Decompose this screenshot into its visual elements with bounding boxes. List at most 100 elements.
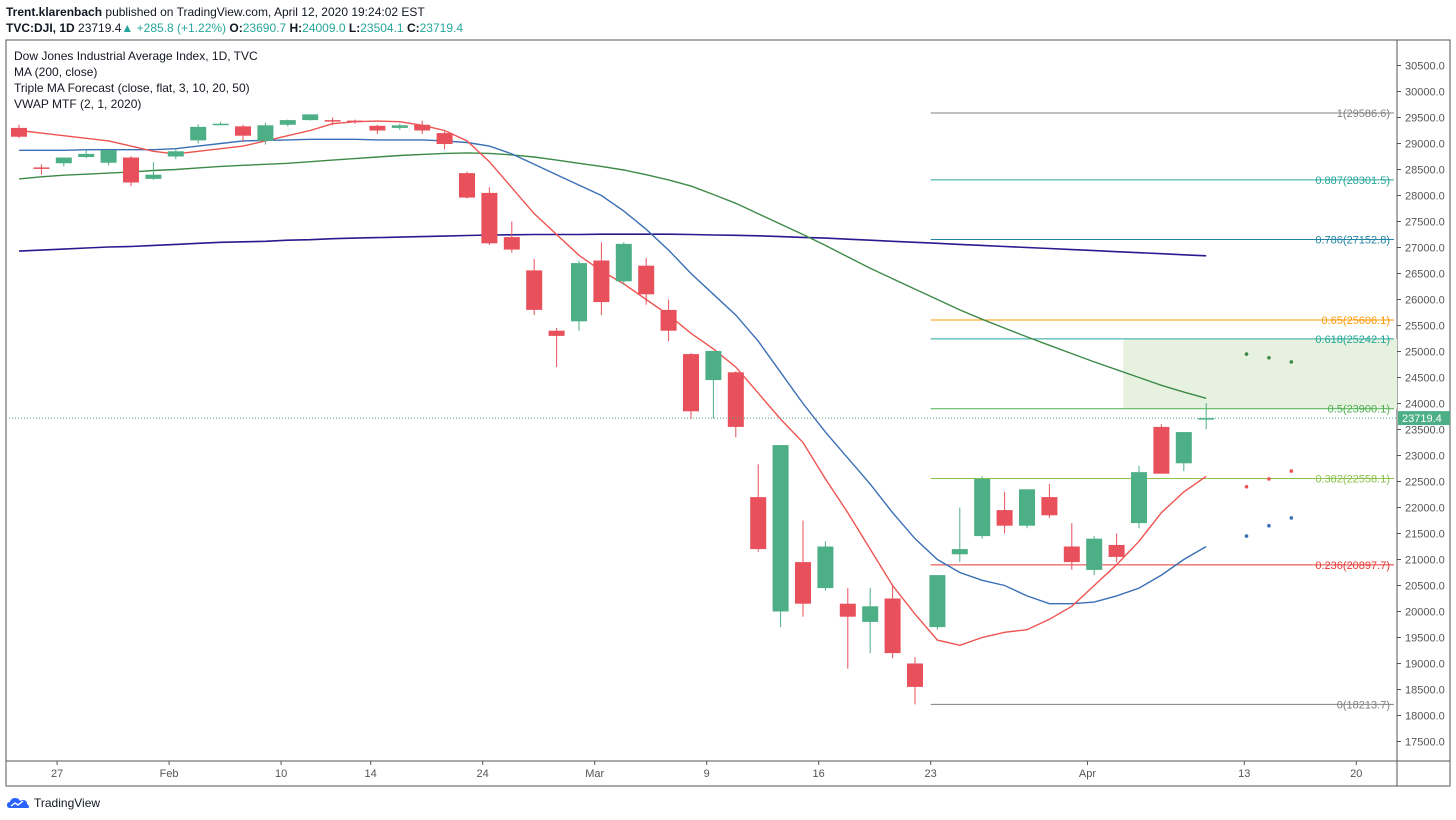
last-price-tag[interactable] bbox=[1398, 411, 1450, 426]
y-tick-label: 24000.0 bbox=[1405, 399, 1445, 411]
tradingview-footer[interactable]: TradingView bbox=[6, 794, 100, 812]
candle-body[interactable] bbox=[414, 124, 431, 131]
candle-body[interactable] bbox=[78, 153, 95, 158]
candle-body[interactable] bbox=[526, 270, 543, 310]
candle-body[interactable] bbox=[727, 372, 744, 427]
candle-body[interactable] bbox=[1041, 497, 1058, 516]
candle-body[interactable] bbox=[123, 157, 139, 183]
candle-body[interactable] bbox=[884, 598, 901, 654]
indicator-ma200[interactable]: MA (200, close) bbox=[14, 65, 97, 79]
y-tick-label: 27500.0 bbox=[1405, 217, 1445, 229]
candle-body[interactable] bbox=[257, 125, 274, 141]
close-value: 23719.4 bbox=[419, 21, 464, 35]
candle-body[interactable] bbox=[817, 546, 834, 589]
candle-body[interactable] bbox=[571, 263, 587, 322]
y-tick-label: 21000.0 bbox=[1405, 555, 1445, 567]
candle-body[interactable] bbox=[481, 192, 498, 244]
candle-body[interactable] bbox=[951, 549, 968, 555]
ma-fast-line[interactable] bbox=[18, 120, 1207, 647]
candle-body[interactable] bbox=[369, 125, 386, 131]
x-tick-label: Mar bbox=[585, 768, 604, 780]
candle-body[interactable] bbox=[235, 126, 251, 136]
candle-body[interactable] bbox=[100, 150, 117, 163]
forecast-dot bbox=[1289, 516, 1294, 520]
candle-body[interactable] bbox=[324, 120, 341, 122]
y-tick-label: 22500.0 bbox=[1405, 477, 1445, 489]
candle-body[interactable] bbox=[436, 133, 453, 145]
candle-body[interactable] bbox=[503, 237, 520, 250]
candle-body[interactable] bbox=[907, 663, 923, 687]
candle-body[interactable] bbox=[974, 478, 991, 537]
y-tick-label: 30500.0 bbox=[1405, 61, 1445, 73]
forecast-dot bbox=[1289, 360, 1294, 364]
x-tick-label: 13 bbox=[1238, 768, 1250, 780]
candle-body[interactable] bbox=[1019, 489, 1035, 526]
candle-body[interactable] bbox=[391, 125, 408, 128]
y-tick-label: 26500.0 bbox=[1405, 269, 1445, 281]
x-tick-label: 14 bbox=[365, 768, 377, 780]
candle-body[interactable] bbox=[212, 123, 229, 126]
ma-mid-line[interactable] bbox=[19, 138, 1207, 605]
candle-body[interactable] bbox=[190, 126, 207, 141]
x-tick-label: 20 bbox=[1350, 768, 1362, 780]
candle-body[interactable] bbox=[615, 243, 632, 282]
candle-body[interactable] bbox=[11, 127, 27, 137]
candle-body[interactable] bbox=[55, 157, 72, 164]
candle-body[interactable] bbox=[1063, 546, 1080, 563]
candle-body[interactable] bbox=[750, 497, 767, 550]
indicator-vwap[interactable]: VWAP MTF (2, 1, 2020) bbox=[14, 97, 141, 111]
candle-body[interactable] bbox=[772, 445, 789, 612]
y-tick-label: 28500.0 bbox=[1405, 165, 1445, 177]
y-tick-label: 26000.0 bbox=[1405, 295, 1445, 307]
candle-body[interactable] bbox=[795, 562, 811, 604]
ma-slow-line[interactable] bbox=[18, 152, 1207, 399]
candle-body[interactable] bbox=[1175, 432, 1192, 464]
candle-body[interactable] bbox=[167, 151, 184, 157]
candle-body[interactable] bbox=[33, 167, 50, 169]
candle-body[interactable] bbox=[1131, 472, 1147, 524]
fib-level-label: 0.236(20897.7) bbox=[1315, 560, 1390, 572]
candle-body[interactable] bbox=[996, 510, 1013, 526]
target-zone bbox=[1123, 338, 1397, 409]
y-tick-label: 18000.0 bbox=[1405, 711, 1445, 723]
candle-body[interactable] bbox=[683, 354, 699, 412]
change-text: +285.8 (+1.22%) bbox=[136, 21, 227, 35]
x-tick-label: 23 bbox=[925, 768, 937, 780]
fib-level-label: 0.382(22558.1) bbox=[1315, 473, 1390, 485]
candle-body[interactable] bbox=[302, 114, 319, 121]
candle-body[interactable] bbox=[1153, 426, 1170, 474]
candle-body[interactable] bbox=[929, 575, 946, 628]
candle-body[interactable] bbox=[705, 350, 722, 381]
x-tick-label: 10 bbox=[275, 768, 287, 780]
candle-body[interactable] bbox=[638, 265, 655, 295]
forecast-dot bbox=[1289, 469, 1294, 473]
candle-body[interactable] bbox=[459, 173, 475, 198]
fib-level-label: 1(29586.6) bbox=[1337, 108, 1390, 120]
ma200-line[interactable] bbox=[18, 233, 1207, 257]
y-tick-label: 28000.0 bbox=[1405, 191, 1445, 203]
y-tick-label: 23000.0 bbox=[1405, 451, 1445, 463]
candle-body[interactable] bbox=[279, 120, 296, 125]
candle-body[interactable] bbox=[1108, 544, 1125, 557]
y-tick-label: 17500.0 bbox=[1405, 737, 1445, 749]
candle-body[interactable] bbox=[1086, 538, 1103, 570]
candle-body[interactable] bbox=[145, 174, 162, 179]
candle-body[interactable] bbox=[1198, 418, 1215, 420]
candle-body[interactable] bbox=[593, 260, 610, 303]
indicator-triple-ma[interactable]: Triple MA Forecast (close, flat, 3, 10, … bbox=[14, 81, 250, 95]
up-triangle-icon: ▲ bbox=[121, 21, 134, 35]
candle-body[interactable] bbox=[548, 330, 565, 336]
y-tick-label: 23500.0 bbox=[1405, 425, 1445, 437]
y-tick-label: 25000.0 bbox=[1405, 347, 1445, 359]
tradingview-brand: TradingView bbox=[34, 796, 101, 810]
candle-body[interactable] bbox=[839, 603, 856, 617]
candle-body[interactable] bbox=[347, 120, 363, 123]
candle-body[interactable] bbox=[660, 309, 677, 331]
fib-level-label: 0.5(23900.1) bbox=[1328, 404, 1390, 416]
low-label: L: bbox=[348, 21, 361, 35]
close-label: C: bbox=[406, 21, 420, 35]
author-name[interactable]: Trent.klarenbach bbox=[6, 5, 103, 19]
y-tick-label: 24500.0 bbox=[1405, 373, 1445, 385]
candle-body[interactable] bbox=[862, 606, 879, 622]
